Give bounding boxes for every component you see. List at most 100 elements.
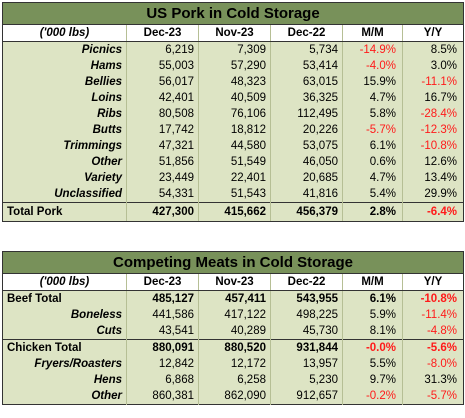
dec22-header: Dec-22 xyxy=(270,24,343,42)
mm-cell: 6.1% xyxy=(342,290,403,307)
nov23-cell: 415,662 xyxy=(198,202,271,222)
pork-cold-storage-table: US Pork in Cold Storage ('000 lbs) Dec-2… xyxy=(2,2,465,222)
nov23-cell: 18,812 xyxy=(198,122,271,138)
row-label: Bellies xyxy=(2,74,127,90)
dec22-cell: 912,657 xyxy=(270,388,343,405)
row-label: Trimmings xyxy=(2,138,127,154)
mm-cell: 4.7% xyxy=(342,170,403,186)
dec23-cell: 43,541 xyxy=(126,323,199,340)
row-label: Fryers/Roasters xyxy=(2,356,127,372)
mm-cell: 9.7% xyxy=(342,372,403,388)
mm-cell: 2.8% xyxy=(342,202,403,222)
table-row: Unclassified 54,331 51,543 41,816 5.4% 29.9% xyxy=(2,186,464,203)
row-label: Beef Total xyxy=(2,290,127,307)
dec22-cell: 20,226 xyxy=(270,122,343,138)
nov23-cell: 417,122 xyxy=(198,307,271,323)
yy-cell: -6.4% xyxy=(401,202,464,222)
dec23-cell: 441,586 xyxy=(126,307,199,323)
table-row: Loins 42,401 40,509 36,325 4.7% 16.7% xyxy=(2,90,464,106)
dec22-cell: 46,050 xyxy=(270,154,343,170)
nov23-header: Nov-23 xyxy=(198,273,271,291)
table-row: Variety 23,449 22,401 20,685 4.7% 13.4% xyxy=(2,170,464,186)
row-label: Chicken Total xyxy=(2,339,127,356)
nov23-cell: 862,090 xyxy=(198,388,271,405)
mm-cell: 6.1% xyxy=(342,138,403,154)
table-row: Cuts 43,541 40,289 45,730 8.1% -4.8% xyxy=(2,323,464,340)
yy-cell: 13.4% xyxy=(401,170,464,186)
yy-cell: -5.7% xyxy=(401,388,464,405)
meats-table-title: Competing Meats in Cold Storage xyxy=(2,251,464,274)
nov23-cell: 51,543 xyxy=(198,186,271,203)
dec23-header: Dec-23 xyxy=(126,24,199,42)
dec22-cell: 36,325 xyxy=(270,90,343,106)
nov23-cell: 51,549 xyxy=(198,154,271,170)
mm-header: M/M xyxy=(342,273,403,291)
mm-cell: 5.8% xyxy=(342,106,403,122)
dec23-cell: 56,017 xyxy=(126,74,199,90)
row-label: Ribs xyxy=(2,106,127,122)
dec23-cell: 12,842 xyxy=(126,356,199,372)
row-label: Hams xyxy=(2,58,127,74)
mm-header: M/M xyxy=(342,24,403,42)
yy-header: Y/Y xyxy=(401,24,464,42)
nov23-cell: 76,106 xyxy=(198,106,271,122)
dec22-header: Dec-22 xyxy=(270,273,343,291)
mm-cell: -5.7% xyxy=(342,122,403,138)
dec23-cell: 47,321 xyxy=(126,138,199,154)
yy-cell: -4.8% xyxy=(401,323,464,340)
row-label: Variety xyxy=(2,170,127,186)
dec23-cell: 860,381 xyxy=(126,388,199,405)
dec23-cell: 880,091 xyxy=(126,339,199,356)
yy-cell: 16.7% xyxy=(401,90,464,106)
table-row: Butts 17,742 18,812 20,226 -5.7% -12.3% xyxy=(2,122,464,138)
table-row: Bellies 56,017 48,323 63,015 15.9% -11.1% xyxy=(2,74,464,90)
dec23-cell: 485,127 xyxy=(126,290,199,307)
mm-cell: -4.0% xyxy=(342,58,403,74)
table-row: Picnics 6,219 7,309 5,734 -14.9% 8.5% xyxy=(2,41,464,58)
table-row: Other 51,856 51,549 46,050 0.6% 12.6% xyxy=(2,154,464,170)
row-label: Other xyxy=(2,154,127,170)
yy-cell: -8.0% xyxy=(401,356,464,372)
yy-cell: -28.4% xyxy=(401,106,464,122)
yy-cell: -10.8% xyxy=(401,138,464,154)
mm-cell: 4.7% xyxy=(342,90,403,106)
yy-cell: -11.1% xyxy=(401,74,464,90)
mm-cell: 8.1% xyxy=(342,323,403,340)
dec23-cell: 54,331 xyxy=(126,186,199,203)
yy-cell: 3.0% xyxy=(401,58,464,74)
dec22-cell: 456,379 xyxy=(270,202,343,222)
mm-cell: -0.0% xyxy=(342,339,403,356)
row-label: Picnics xyxy=(2,41,127,58)
dec22-cell: 41,816 xyxy=(270,186,343,203)
nov23-cell: 40,289 xyxy=(198,323,271,340)
table-row: Hens 6,868 6,258 5,230 9.7% 31.3% xyxy=(2,372,464,388)
nov23-cell: 40,509 xyxy=(198,90,271,106)
yy-cell: 29.9% xyxy=(401,186,464,203)
nov23-cell: 6,258 xyxy=(198,372,271,388)
dec22-cell: 5,230 xyxy=(270,372,343,388)
yy-cell: 31.3% xyxy=(401,372,464,388)
yy-cell: -12.3% xyxy=(401,122,464,138)
dec22-cell: 112,495 xyxy=(270,106,343,122)
nov23-cell: 880,520 xyxy=(198,339,271,356)
nov23-cell: 44,580 xyxy=(198,138,271,154)
dec22-cell: 63,015 xyxy=(270,74,343,90)
units-header: ('000 lbs) xyxy=(2,24,127,42)
units-header: ('000 lbs) xyxy=(2,273,127,291)
dec23-cell: 42,401 xyxy=(126,90,199,106)
dec23-header: Dec-23 xyxy=(126,273,199,291)
dec22-cell: 543,955 xyxy=(270,290,343,307)
row-label: Total Pork xyxy=(2,202,127,222)
yy-cell: -5.6% xyxy=(401,339,464,356)
dec23-cell: 6,219 xyxy=(126,41,199,58)
mm-cell: 5.5% xyxy=(342,356,403,372)
mm-cell: -0.2% xyxy=(342,388,403,405)
row-label: Other xyxy=(2,388,127,405)
table-row: Trimmings 47,321 44,580 53,075 6.1% -10.8% xyxy=(2,138,464,154)
row-label: Cuts xyxy=(2,323,127,340)
nov23-cell: 457,411 xyxy=(198,290,271,307)
table-row: Other 860,381 862,090 912,657 -0.2% -5.7% xyxy=(2,388,464,405)
dec23-cell: 51,856 xyxy=(126,154,199,170)
dec22-cell: 5,734 xyxy=(270,41,343,58)
row-label: Hens xyxy=(2,372,127,388)
